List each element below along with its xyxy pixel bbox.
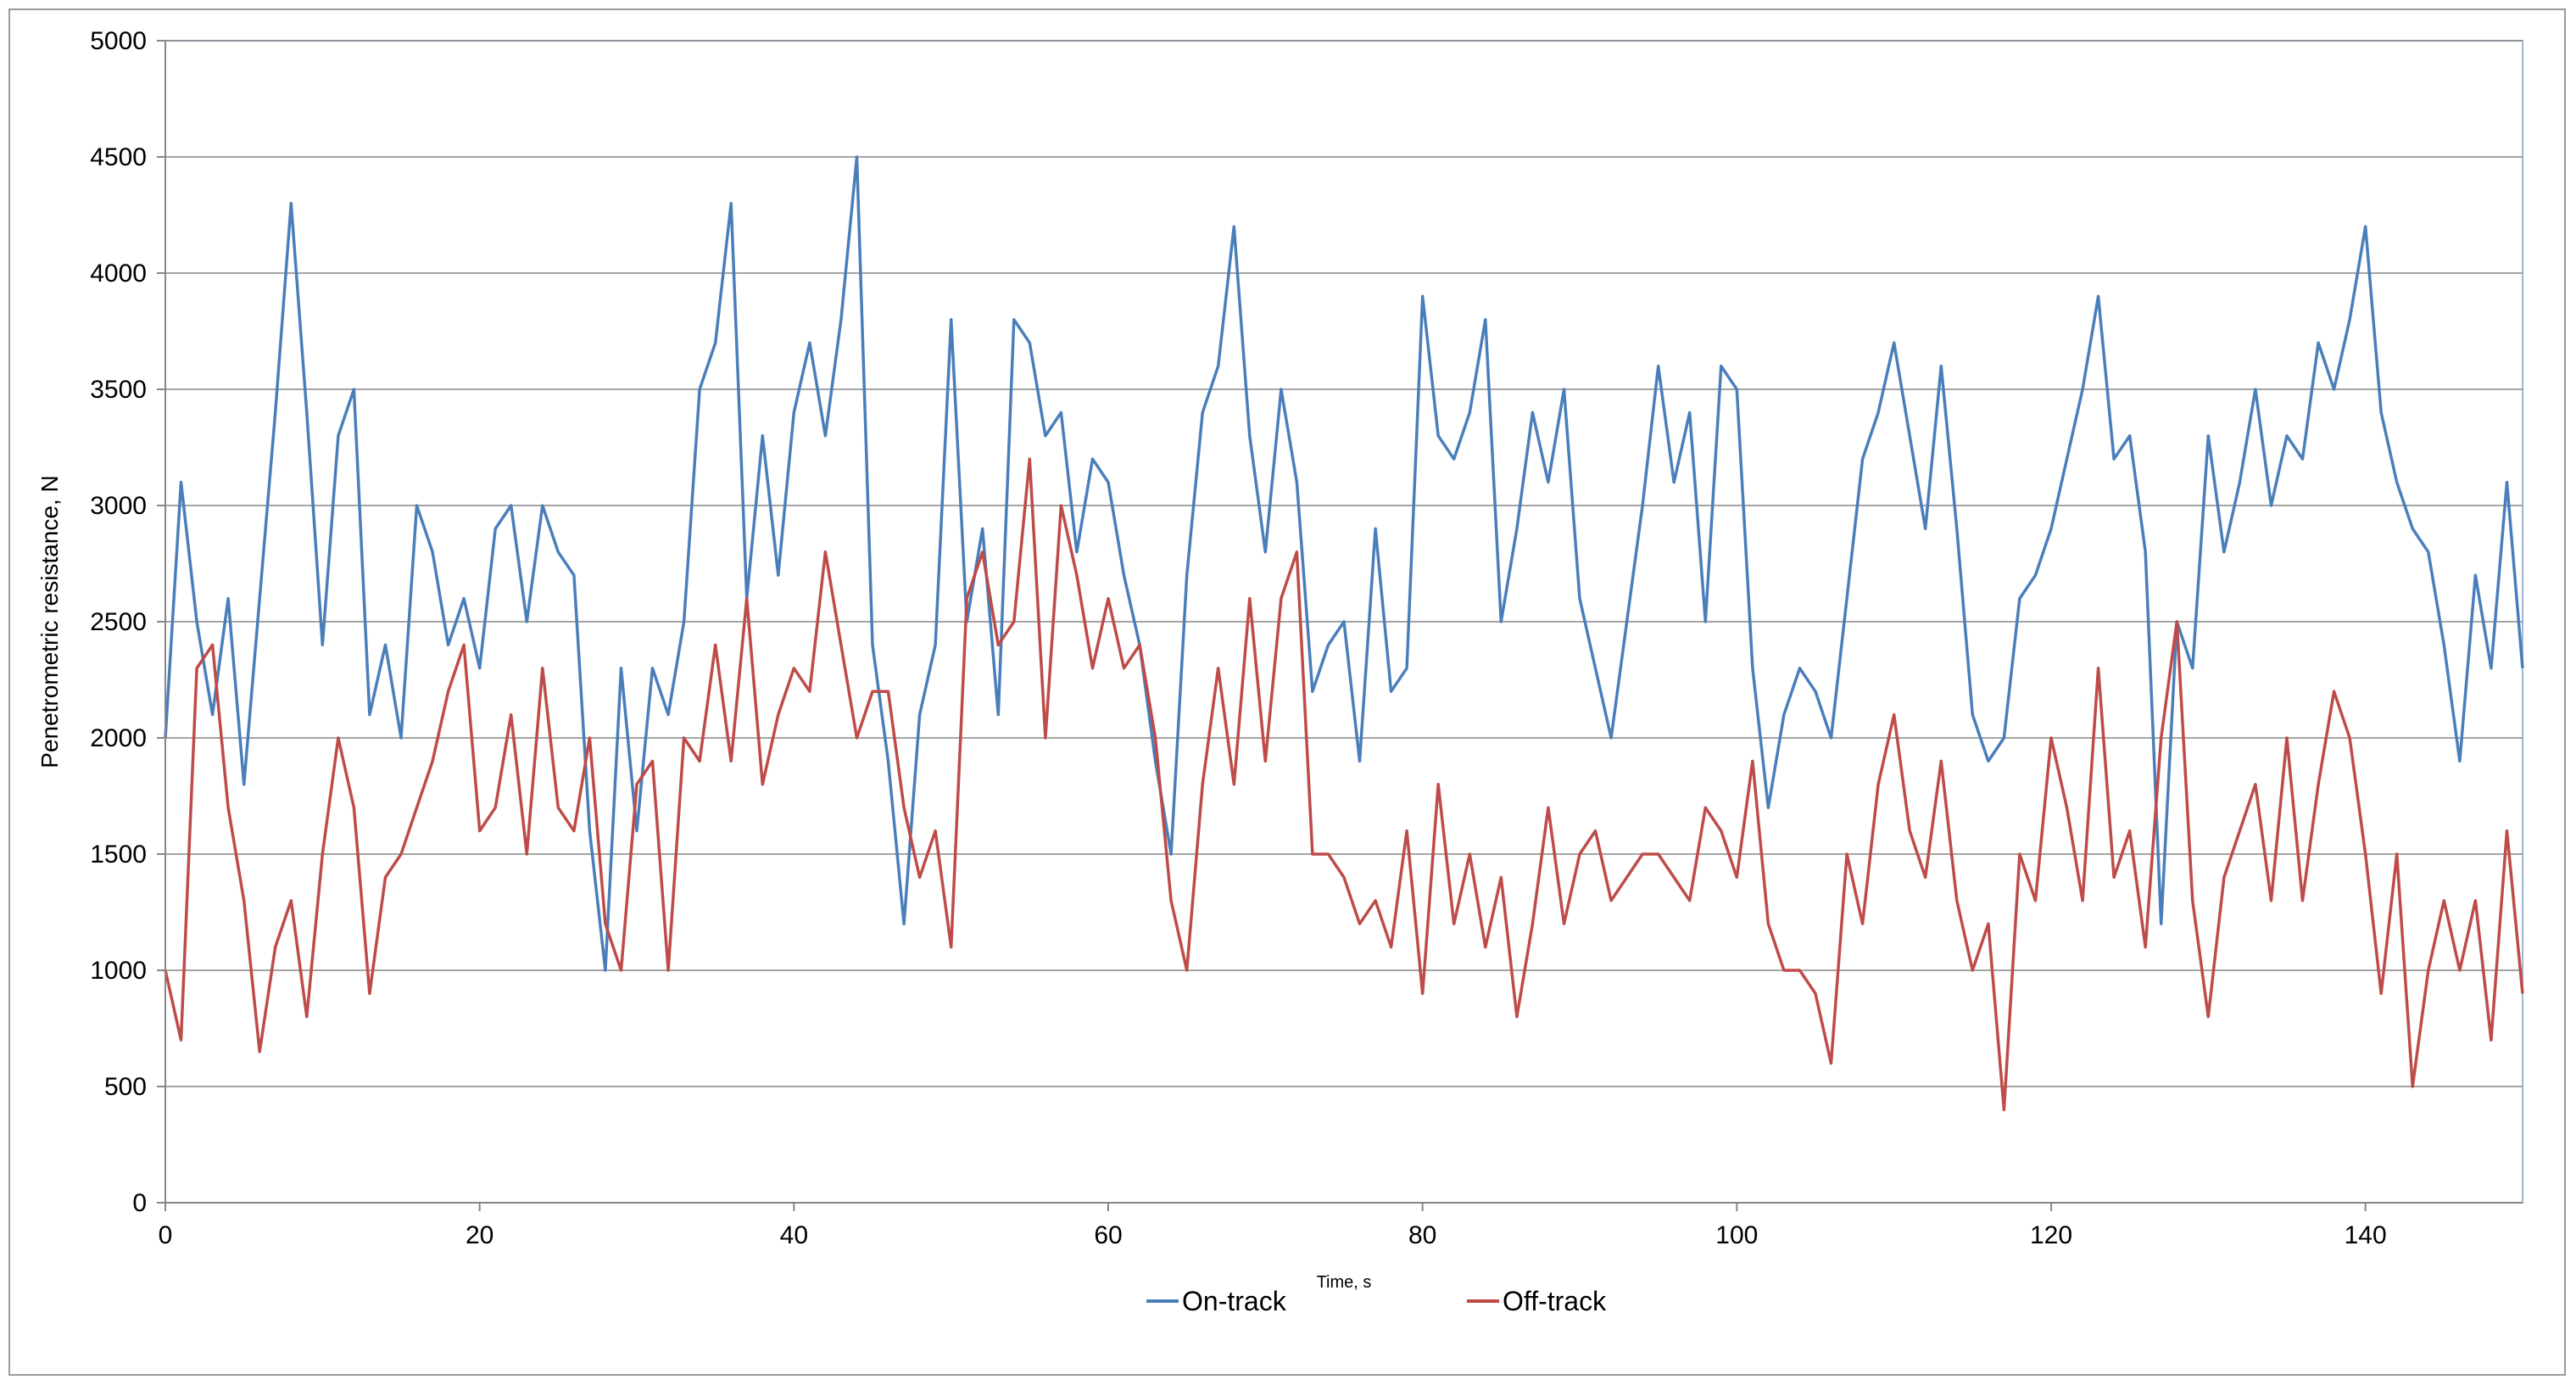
y-axis-title: Penetrometric resistance, N (36, 475, 63, 768)
series-line-off-track (164, 457, 2524, 1112)
x-tick-label: 40 (780, 1221, 808, 1249)
y-tick-label: 2000 (90, 724, 147, 752)
x-tick-label: 20 (466, 1221, 493, 1249)
x-tick-label: 100 (1715, 1221, 1758, 1249)
y-tick-labels: 0 500 1000 1500 2000 2500 3000 3500 4000 4500 5000 (90, 27, 165, 1217)
legend-label-off-track: Off-track (1503, 1286, 1607, 1316)
y-tick-label: 2500 (90, 608, 147, 636)
x-tick-label: 140 (2345, 1221, 2387, 1249)
legend: On-track Off-track (1146, 1286, 1607, 1316)
x-tick-label: 60 (1094, 1221, 1122, 1249)
y-tick-label: 4500 (90, 143, 147, 171)
y-tick-label: 4000 (90, 260, 147, 288)
x-axis-title: Time, s (1317, 1273, 1372, 1292)
y-tick-label: 500 (104, 1073, 147, 1101)
y-tick-label: 0 (132, 1189, 147, 1217)
series-group (164, 155, 2524, 1112)
y-tick-label: 3000 (90, 492, 147, 520)
y-tick-label: 3500 (90, 376, 147, 404)
y-tick-label: 1000 (90, 957, 147, 985)
series-line-on-track (164, 155, 2524, 972)
x-tick-label: 0 (159, 1221, 173, 1249)
y-tick-label: 1500 (90, 841, 147, 869)
x-tick-label: 80 (1408, 1221, 1436, 1249)
legend-label-on-track: On-track (1182, 1286, 1287, 1316)
grid-lines (165, 40, 2523, 1087)
x-tick-labels: 0 20 40 60 80 100 120 140 (159, 1203, 2387, 1249)
y-tick-label: 5000 (90, 27, 147, 55)
x-tick-label: 120 (2030, 1221, 2072, 1249)
